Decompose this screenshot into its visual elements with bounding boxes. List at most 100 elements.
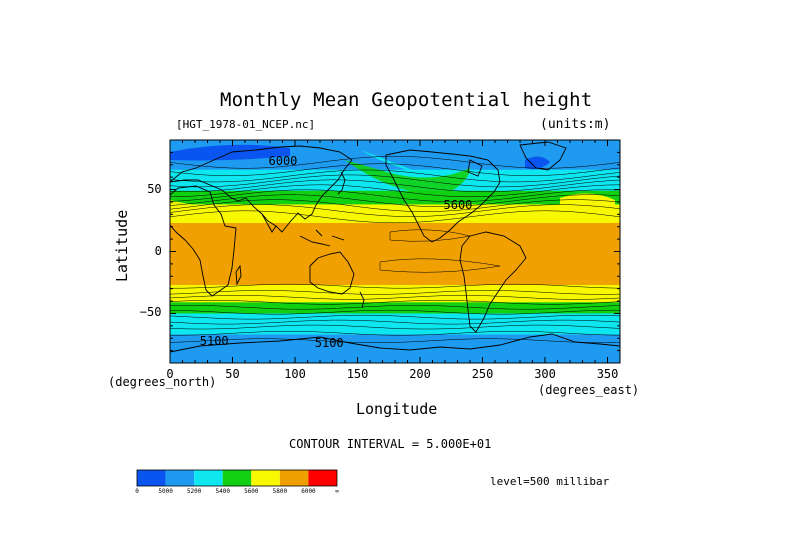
zonal-band <box>170 339 620 342</box>
contour-value-label: 5100 <box>199 333 229 348</box>
zonal-band <box>170 296 620 298</box>
zonal-band <box>170 244 620 246</box>
zonal-band <box>170 336 620 339</box>
contour-line <box>170 300 620 305</box>
coastline-new-zealand <box>359 291 365 309</box>
zonal-band <box>170 226 620 229</box>
zonal-band <box>170 148 620 151</box>
zonal-band <box>170 166 620 168</box>
zonal-band <box>170 213 620 215</box>
coastline-antarctica <box>170 333 620 353</box>
zonal-band <box>170 255 620 258</box>
zonal-band <box>170 167 620 170</box>
zonal-band <box>170 199 620 202</box>
zonal-band <box>170 341 620 344</box>
zonal-band <box>170 330 620 333</box>
x-tick-label: 350 <box>596 367 619 381</box>
plot-area <box>170 140 620 363</box>
contour-line <box>170 331 620 336</box>
zonal-band <box>170 193 620 196</box>
contour-value-label: 5100 <box>314 336 344 351</box>
contour-line <box>170 163 620 176</box>
y-axis-label: Latitude <box>113 209 131 282</box>
zonal-band <box>170 172 620 175</box>
zonal-band <box>170 318 620 321</box>
zonal-band <box>170 293 620 296</box>
zonal-band <box>170 289 620 292</box>
zonal-band <box>170 153 620 156</box>
zonal-band <box>170 320 620 323</box>
coastline-australia <box>309 251 355 295</box>
zonal-band <box>170 147 620 150</box>
zonal-band <box>170 286 620 289</box>
zonal-band <box>170 239 620 241</box>
zonal-band <box>170 292 620 295</box>
coastline-indonesia <box>299 229 345 247</box>
zonal-band <box>170 315 620 318</box>
zonal-band <box>170 355 620 358</box>
zonal-band <box>170 256 620 259</box>
contour-line <box>170 184 620 198</box>
zonal-band <box>170 294 620 297</box>
zonal-band <box>170 272 620 275</box>
zonal-band <box>170 350 620 353</box>
zonal-band <box>170 149 620 152</box>
zonal-band <box>170 282 620 285</box>
zonal-band <box>170 276 620 279</box>
coastline-japan <box>337 171 346 195</box>
zonal-band <box>170 232 620 235</box>
colorbar-tick-label: 5400 <box>215 488 230 495</box>
zonal-band <box>170 268 620 271</box>
colorbar-tick-label: ∞ <box>335 488 339 495</box>
zonal-band <box>170 242 620 245</box>
y-tick-label: −50 <box>139 305 162 320</box>
units-label: (units:m) <box>540 117 611 132</box>
coastline-africa <box>170 185 237 297</box>
zonal-band <box>170 227 620 230</box>
zonal-band <box>170 249 620 251</box>
zonal-band <box>170 223 620 225</box>
zonal-band <box>170 323 620 326</box>
zonal-band <box>170 146 620 149</box>
zonal-band <box>170 205 620 208</box>
zonal-band <box>170 288 620 291</box>
zonal-band <box>170 358 620 360</box>
zonal-band <box>170 317 620 319</box>
x-tick-label: 300 <box>534 367 556 381</box>
chart-title: Monthly Mean Geopotential height <box>220 89 593 111</box>
zonal-band <box>170 195 620 198</box>
zonal-band <box>170 273 620 276</box>
colorbar-tick-label: 5000 <box>158 488 173 495</box>
contour-line <box>170 179 620 193</box>
zonal-band <box>170 216 620 219</box>
zonal-band <box>170 267 620 270</box>
colorbar-frame <box>136 469 338 487</box>
zonal-band <box>170 338 620 341</box>
axis-ticks <box>169 139 621 364</box>
x-tick-label: 50 <box>225 367 240 381</box>
zonal-band <box>170 353 620 355</box>
zonal-band <box>170 201 620 204</box>
zonal-band <box>170 246 620 249</box>
coastline-south-america <box>459 231 527 333</box>
zonal-band <box>170 168 620 171</box>
y-unit-caption: (degrees_north) <box>108 375 217 389</box>
x-tick-label: 100 <box>284 367 306 381</box>
zonal-band <box>170 319 620 322</box>
colorbar-segment <box>308 470 337 486</box>
zonal-band <box>170 349 620 352</box>
contour-line <box>170 305 620 310</box>
zonal-band <box>170 219 620 222</box>
colorbar-tick-label: 5200 <box>186 488 202 495</box>
zonal-band <box>170 346 620 349</box>
zonal-band <box>170 236 620 239</box>
contour-line <box>170 199 620 212</box>
zonal-band <box>170 164 620 167</box>
zonal-band <box>170 224 620 227</box>
zonal-band <box>170 157 620 160</box>
zonal-band <box>170 325 620 328</box>
zonal-band <box>170 263 620 266</box>
zonal-band <box>170 247 620 250</box>
zonal-band <box>170 188 620 191</box>
